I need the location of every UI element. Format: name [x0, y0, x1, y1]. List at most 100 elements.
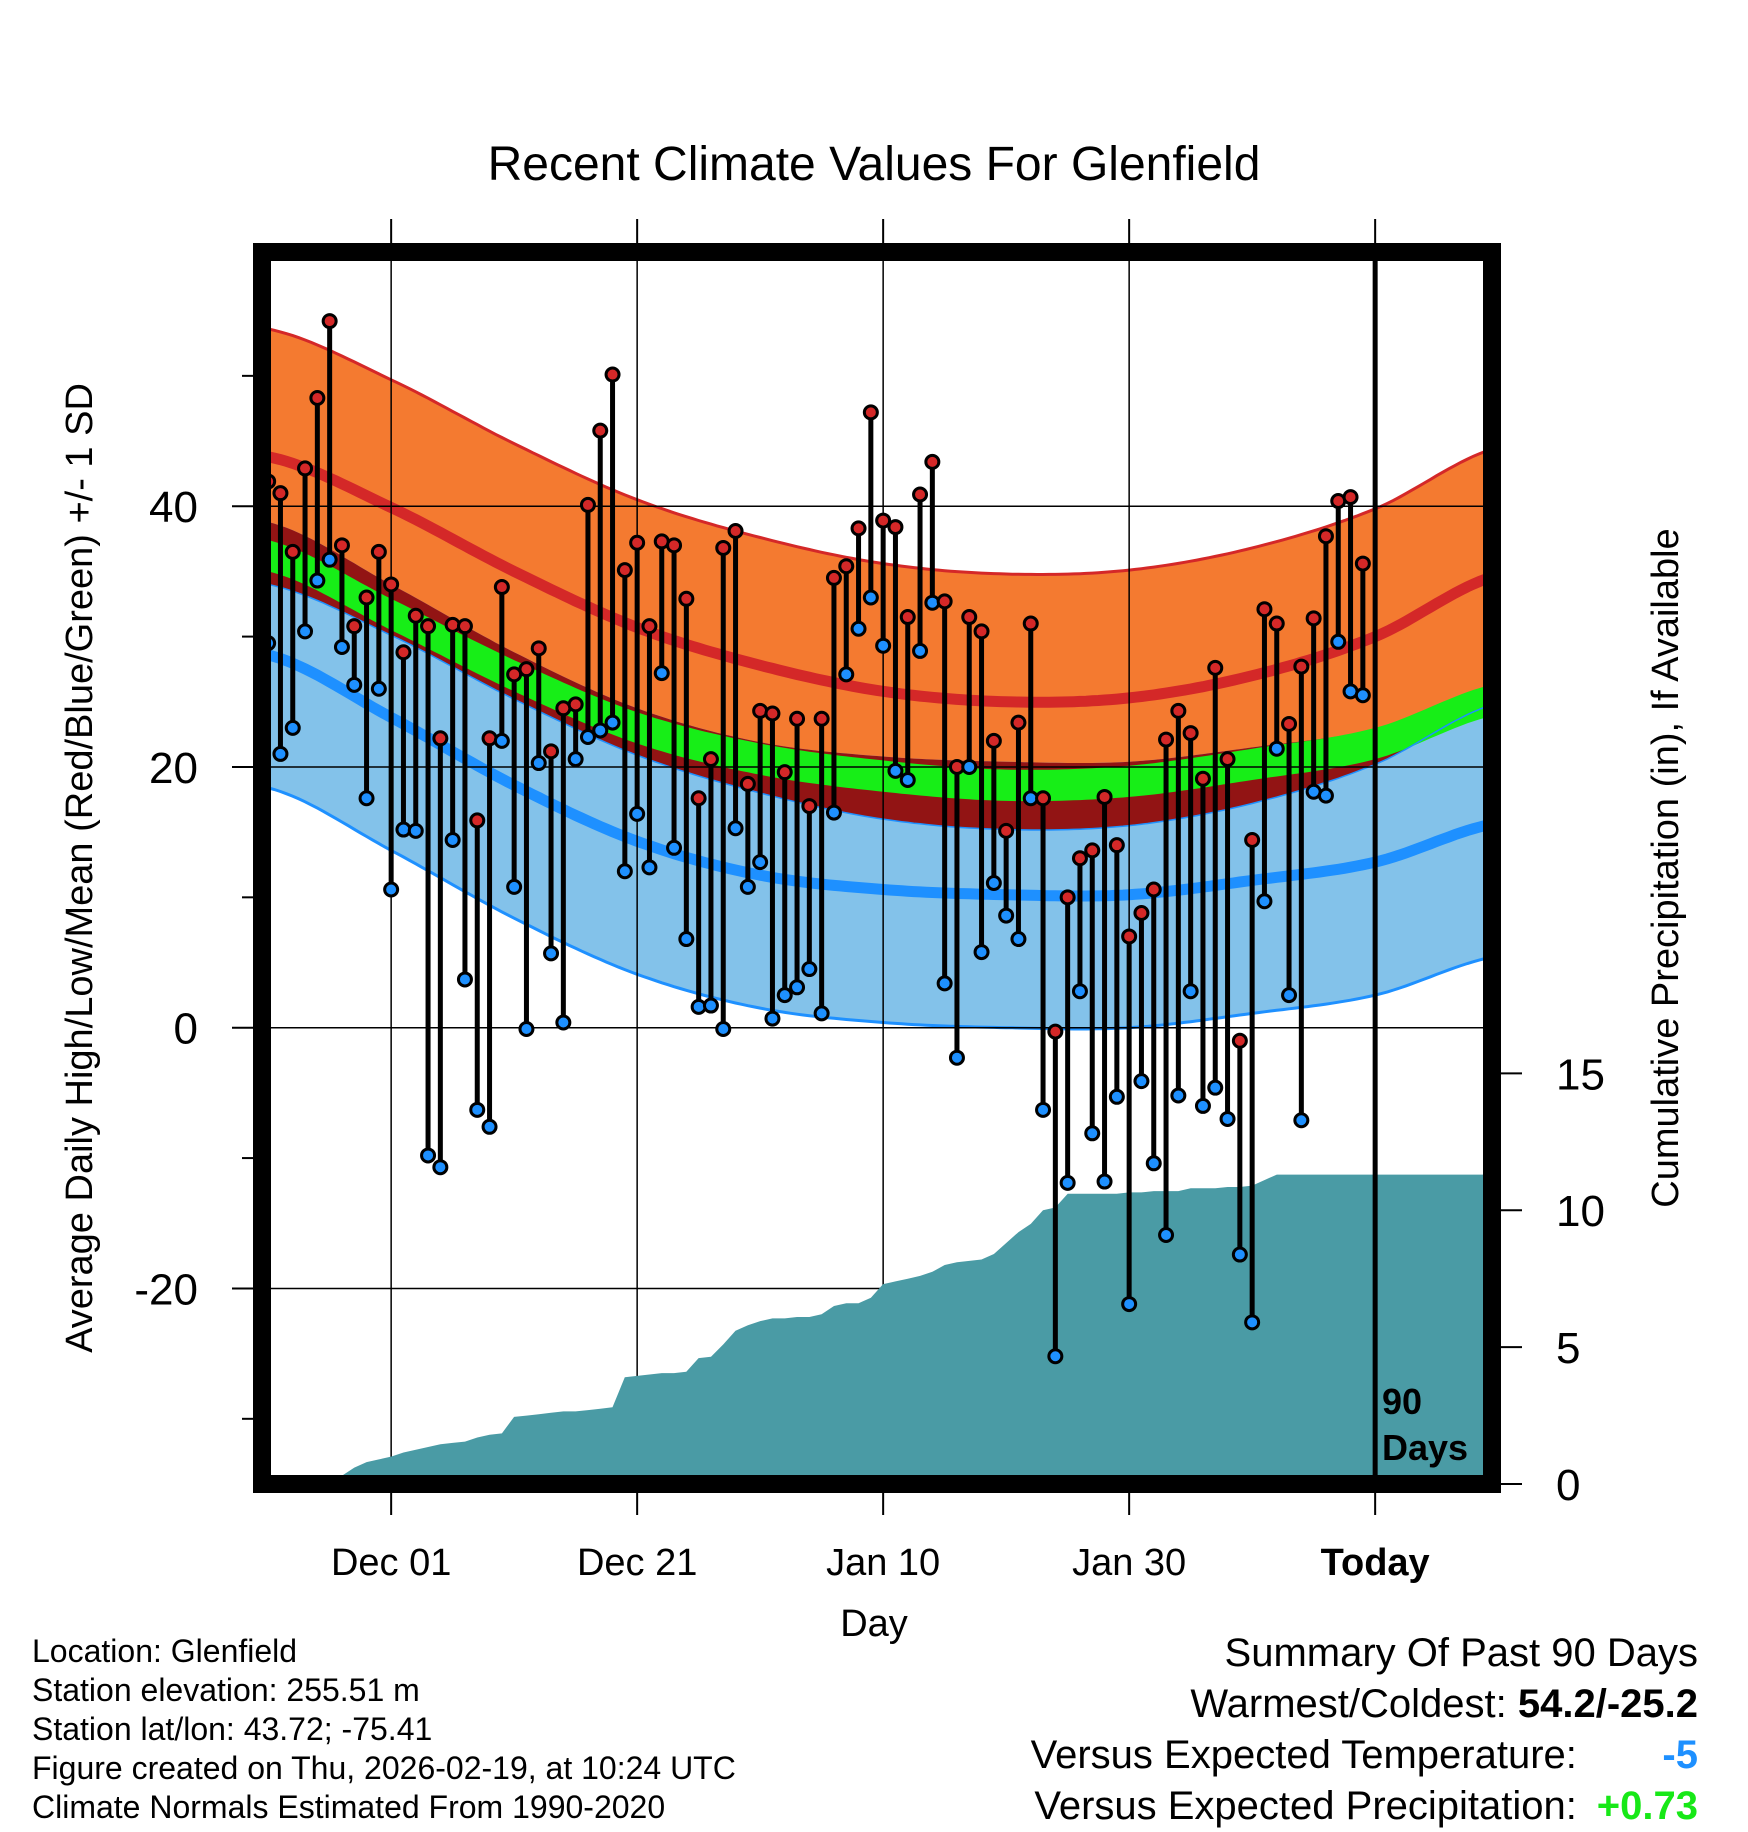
low-point [752, 854, 769, 871]
low-point [272, 745, 289, 762]
low-point [346, 676, 363, 693]
low-point [715, 1021, 732, 1038]
low-point [887, 762, 904, 779]
low-point [1170, 1087, 1187, 1104]
high-point [776, 764, 793, 781]
low-point [875, 637, 892, 654]
precip-area [268, 1174, 1492, 1484]
low-point [407, 822, 424, 839]
high-sd-upper-edge [262, 327, 1492, 576]
high-point [1194, 770, 1211, 787]
high-point [727, 522, 744, 539]
low-point [985, 874, 1002, 891]
high-point [1059, 889, 1076, 906]
plot-frame [253, 243, 1501, 1493]
low-point [1084, 1125, 1101, 1142]
high-point [358, 589, 375, 606]
high-point [1084, 842, 1101, 859]
low-point [825, 804, 842, 821]
low-point [1354, 687, 1371, 704]
low-point [1330, 633, 1347, 650]
high-point [924, 453, 941, 470]
today-days-label-line2: Days [1382, 1427, 1468, 1468]
high-point [284, 543, 301, 560]
precip-label: Versus Expected Precipitation: [1034, 1784, 1577, 1828]
high-point [1317, 528, 1334, 545]
low-point [727, 820, 744, 837]
high-point [272, 485, 289, 502]
high-point [1219, 751, 1236, 768]
low-point [321, 551, 338, 568]
low-point [1194, 1097, 1211, 1114]
low-point [432, 1159, 449, 1176]
high-point [432, 730, 449, 747]
low-point [629, 805, 646, 822]
low-point [1035, 1101, 1052, 1118]
axes: -20 0 20 40 0 5 10 15 Dec 01 Dec 21 Jan 10 Jan 30 To… [134, 219, 1605, 1584]
high-point [420, 618, 437, 635]
y-tick-label: -20 [134, 1265, 198, 1314]
low-point [530, 755, 547, 772]
low-point [678, 931, 695, 948]
temp-label: Versus Expected Temperature: [1030, 1733, 1577, 1777]
normal-bands [262, 327, 1492, 1031]
low-point [506, 878, 523, 895]
high-point [961, 609, 978, 626]
high-point [801, 798, 818, 815]
low-point [579, 728, 596, 745]
normals-period-text: Climate Normals Estimated From 1990-2020 [32, 1789, 666, 1825]
summary-warmest-row: Warmest/Coldest: 54.2/-25.2 [1031, 1679, 1698, 1730]
summary-temp-row: Versus Expected Temperature: -5 [1031, 1730, 1698, 1781]
low-point [1145, 1155, 1162, 1172]
high-point [678, 590, 695, 607]
low-point [1281, 987, 1298, 1004]
high-point [1293, 658, 1310, 675]
low-point [862, 589, 879, 606]
low-point [1244, 1314, 1261, 1331]
low-point [1108, 1088, 1125, 1105]
high-point [1207, 659, 1224, 676]
low-point [948, 1049, 965, 1066]
y-tick-label: 40 [149, 483, 198, 532]
low-point [297, 623, 314, 640]
high-point [629, 534, 646, 551]
low-point [481, 1118, 498, 1135]
chart-title: Recent Climate Values For Glenfield [488, 138, 1261, 191]
high-point [973, 623, 990, 640]
daily-markers [260, 313, 1371, 1365]
x-tick-label: Jan 10 [826, 1542, 940, 1584]
low-point [543, 945, 560, 962]
low-point [899, 772, 916, 788]
temp-value: -5 [1662, 1733, 1698, 1777]
low-point [801, 961, 818, 978]
low-point [936, 975, 953, 992]
high-point [702, 751, 719, 768]
high-point [789, 710, 806, 727]
low-point [1268, 740, 1285, 757]
low-point [444, 831, 461, 848]
high-point [1096, 788, 1113, 805]
high-point [850, 520, 867, 537]
high-point [862, 404, 879, 421]
high-point [1268, 615, 1285, 632]
high-point [690, 790, 707, 807]
today-days-label-line1: 90 [1382, 1381, 1422, 1422]
high-point [764, 705, 781, 722]
x-tick-label: Dec 21 [577, 1542, 697, 1584]
high-point [1071, 850, 1088, 867]
low-point [604, 714, 621, 731]
low-point [616, 863, 633, 880]
y2-tick-label: 0 [1556, 1461, 1580, 1510]
high-point [370, 543, 387, 560]
high-point [1035, 790, 1052, 807]
warmest-value: 54.2/-25.2 [1517, 1682, 1698, 1726]
low-point [370, 680, 387, 697]
high-point [407, 607, 424, 624]
high-point [383, 576, 400, 593]
high-point [604, 366, 621, 383]
y-tick-label: 20 [149, 744, 198, 793]
low-point [518, 1021, 535, 1038]
high-point [825, 569, 842, 586]
low-point [998, 907, 1015, 924]
x-tick-label: Jan 30 [1072, 1542, 1186, 1584]
